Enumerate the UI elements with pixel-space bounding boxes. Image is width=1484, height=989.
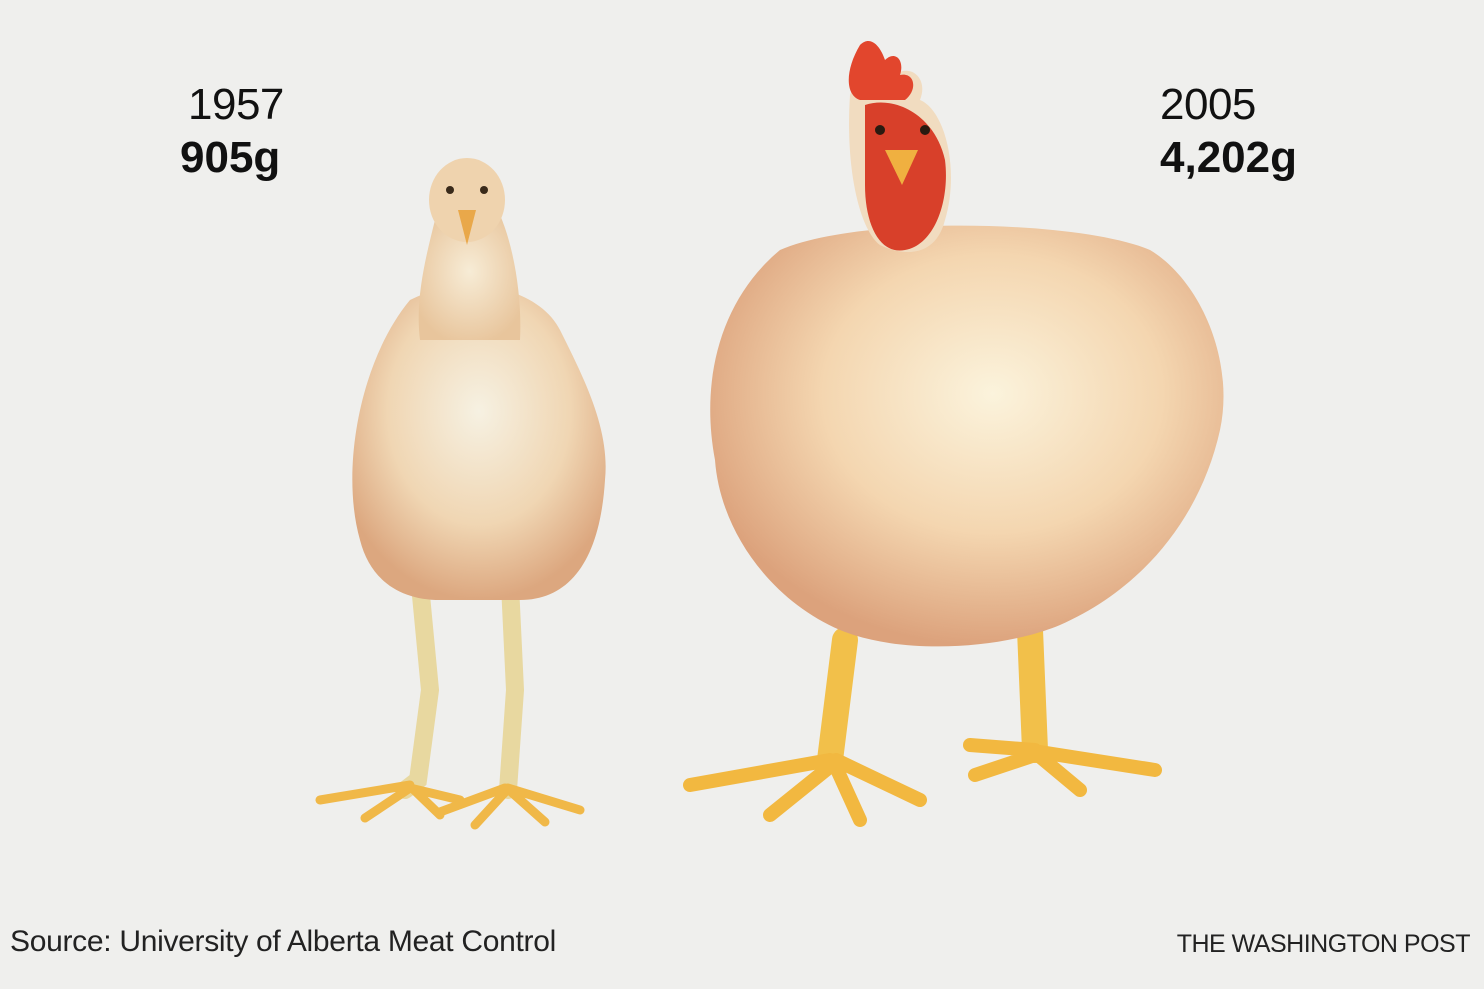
- year-1957: 1957: [188, 80, 284, 129]
- chicken-2005-illustration: [683, 40, 1224, 827]
- weight-2005: 4,202g: [1160, 133, 1297, 182]
- chicken-1957-illustration: [315, 158, 606, 830]
- year-2005: 2005: [1160, 80, 1256, 129]
- label-1957: 1957 905g: [180, 80, 284, 186]
- source-note: Source: University of Alberta Meat Contr…: [10, 925, 556, 958]
- publisher-credit: THE WASHINGTON POST: [1176, 930, 1471, 958]
- label-2005: 2005 4,202g: [1160, 80, 1297, 186]
- weight-1957: 905g: [180, 133, 281, 182]
